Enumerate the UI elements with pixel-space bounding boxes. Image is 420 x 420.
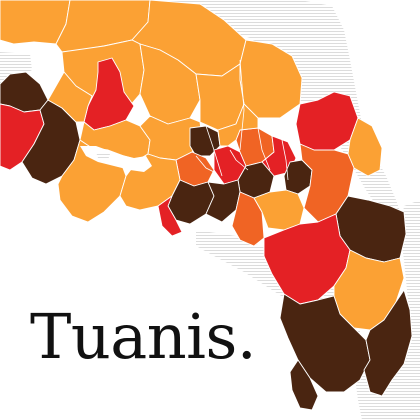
neighbor-panama	[382, 200, 420, 420]
canton-south-dark-osa	[289, 359, 319, 411]
canton-south-dark-tip	[363, 289, 413, 397]
canton-lines	[195, 59, 289, 181]
canton-west-orange-mid	[47, 71, 93, 123]
canton-pac-orange-3	[253, 189, 305, 231]
map-title: Tuanis.	[30, 300, 257, 373]
cantons	[0, 0, 413, 411]
canton-central-orange-4	[217, 103, 259, 147]
canton-central-red-2	[261, 135, 297, 177]
canton-pac-red-1	[157, 195, 183, 237]
neighbor-nicaragua	[0, 0, 342, 104]
gulf-island	[96, 152, 110, 160]
